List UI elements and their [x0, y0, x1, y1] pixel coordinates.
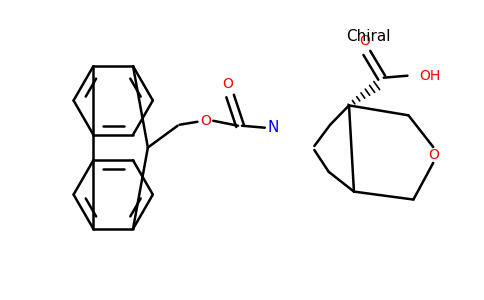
Text: O: O	[360, 34, 370, 48]
Text: O: O	[428, 148, 439, 162]
Text: O: O	[200, 114, 211, 128]
Text: O: O	[223, 77, 234, 91]
Text: Chiral: Chiral	[347, 28, 391, 44]
Text: OH: OH	[419, 69, 440, 83]
Text: N: N	[267, 120, 278, 135]
